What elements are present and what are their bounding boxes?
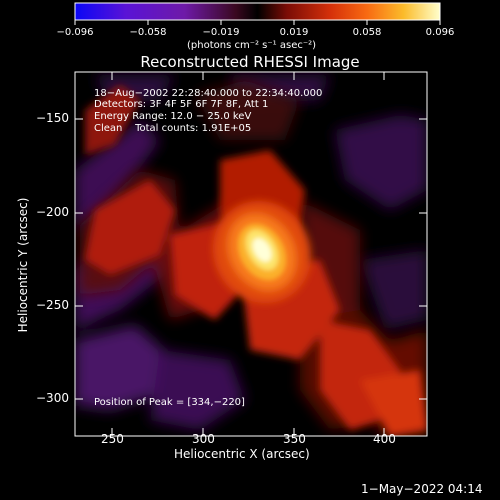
y-tick-label: −150 bbox=[36, 111, 69, 125]
y-tick-label: −200 bbox=[36, 205, 69, 219]
rhessi-image bbox=[75, 72, 427, 436]
x-tick-label: 400 bbox=[373, 432, 396, 446]
info-clean-counts: Clean Total counts: 1.91E+05 bbox=[94, 123, 252, 134]
y-tick-label: −250 bbox=[36, 298, 69, 312]
plot-timestamp: 1−May−2022 04:14 bbox=[361, 482, 483, 496]
colorbar-tick-label: −0.019 bbox=[202, 27, 240, 38]
x-tick-label: 300 bbox=[192, 432, 215, 446]
image-title: Reconstructed RHESSI Image bbox=[140, 53, 360, 71]
x-tick-label: 350 bbox=[283, 432, 306, 446]
axis-ticks bbox=[75, 72, 427, 436]
info-detectors: Detectors: 3F 4F 5F 6F 7F 8F, Att 1 bbox=[94, 99, 269, 110]
info-time-range: 18−Aug−2002 22:28:40.000 to 22:34:40.000 bbox=[94, 88, 323, 99]
colorbar bbox=[74, 2, 441, 25]
info-energy-range: Energy Range: 12.0 − 25.0 keV bbox=[94, 111, 252, 122]
x-tick-label: 250 bbox=[101, 432, 124, 446]
plot-frame bbox=[74, 71, 428, 437]
colorbar-gradient bbox=[74, 2, 441, 21]
colorbar-ticks bbox=[74, 20, 441, 25]
peak-position: Position of Peak = [334,−220] bbox=[94, 397, 245, 408]
rhessi-image-plot bbox=[74, 71, 428, 437]
colorbar-tick-label: −0.096 bbox=[56, 27, 94, 38]
colorbar-tick-label: 0.096 bbox=[425, 27, 455, 38]
colorbar-units: (photons cm⁻² s⁻¹ asec⁻²) bbox=[187, 40, 317, 51]
y-axis-title: Heliocentric Y (arcsec) bbox=[16, 197, 30, 333]
y-tick-label: −300 bbox=[36, 391, 69, 405]
colorbar-tick-label: 0.019 bbox=[279, 27, 309, 38]
peak-source bbox=[237, 223, 287, 281]
colorbar-tick-label: 0.058 bbox=[352, 27, 382, 38]
x-axis-title: Heliocentric X (arcsec) bbox=[174, 447, 310, 461]
colorbar-tick-label: −0.058 bbox=[129, 27, 167, 38]
